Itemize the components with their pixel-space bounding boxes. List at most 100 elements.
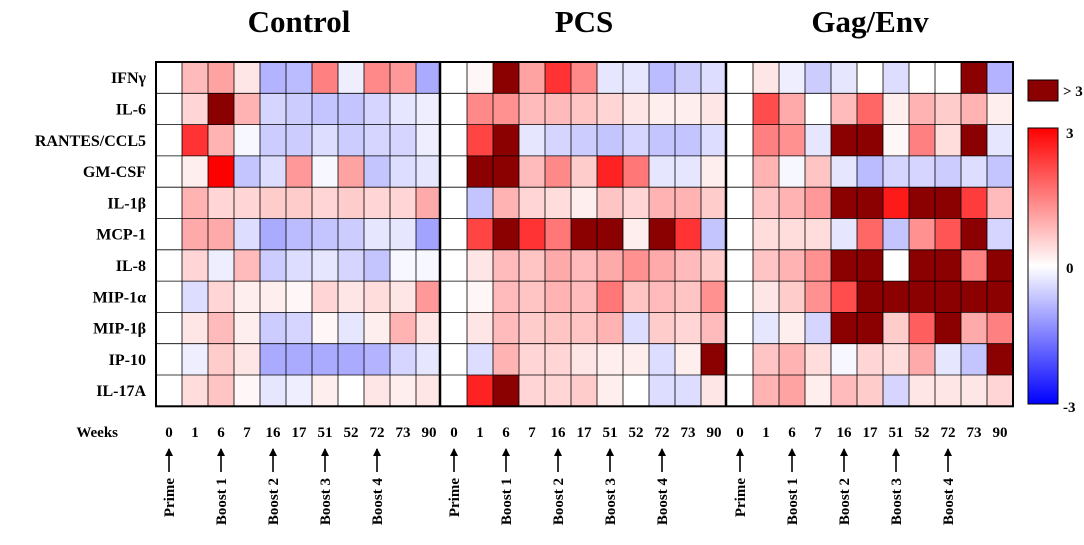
heatmap-cell [597,187,623,219]
heatmap-cell [961,93,987,125]
heatmap-cell [493,249,519,282]
week-tick-label: 6 [217,425,225,441]
heatmap-cell [234,375,260,407]
heatmap-cell [182,249,208,282]
heatmap-cell [390,375,416,407]
heatmap-cell [909,155,935,188]
heatmap-cell [623,343,649,375]
heatmap-cell [312,187,338,219]
heatmap-cell [545,249,571,282]
heatmap-cell [961,249,987,282]
heatmap-cell [234,187,260,219]
heatmap-cell [416,187,442,219]
heatmap-cell [571,187,597,219]
legend-tick-min: -3 [1063,400,1076,416]
heatmap-cell [441,155,467,188]
heatmap-cell [597,62,623,94]
heatmap-cell [753,281,779,313]
heatmap-cell [182,281,208,313]
legend-tick-max: 3 [1066,126,1074,142]
heatmap-cell [286,312,312,344]
heatmap-cell [338,375,364,407]
heatmap-cell [675,343,701,375]
heatmap-cell [961,187,987,219]
heatmap-cell [987,343,1013,375]
heatmap-cell [727,187,753,219]
heatmap-cell [649,312,675,344]
heatmap-cell [909,124,935,156]
row-label: IP-10 [109,352,146,369]
heatmap-cell [338,249,364,282]
heatmap-cell [286,218,312,250]
heatmap-cell [390,124,416,156]
heatmap-cell [857,187,883,219]
heatmap-cell [727,312,753,344]
heatmap-cell [416,249,442,282]
heatmap-cell [156,343,182,375]
week-tick-label: 52 [629,425,644,441]
heatmap-cell [649,62,675,94]
week-tick-label: 0 [450,425,458,441]
week-tick-label: 51 [889,425,904,441]
heatmap-cell [338,343,364,375]
heatmap-cell [779,218,805,250]
heatmap-cell [493,218,519,250]
group-title: PCS [555,4,614,39]
heatmap-cell [545,187,571,219]
heatmap-cell [701,375,727,407]
heatmap-cell [416,93,442,125]
heatmap-cell [675,124,701,156]
heatmap-cell [753,155,779,188]
heatmap-cell [831,281,857,313]
heatmap-cell [779,281,805,313]
heatmap-cell [571,249,597,282]
heatmap-cell [312,281,338,313]
week-tick-label: 17 [577,425,593,441]
heatmap-cell [312,155,338,188]
heatmap-cell [156,249,182,282]
heatmap-cell [519,249,545,282]
heatmap-cell [779,343,805,375]
week-tick-label: 73 [967,425,982,441]
heatmap-cell [208,93,234,125]
heatmap-cell [441,375,467,407]
heatmap-cell [753,375,779,407]
heatmap-cell [208,124,234,156]
heatmap-cell [260,155,286,188]
heatmap-cell [416,343,442,375]
heatmap-cell [364,93,390,125]
heatmap-cell [260,249,286,282]
week-tick-label: 17 [863,425,879,441]
heatmap-cell [416,62,442,94]
heatmap-cell [779,62,805,94]
heatmap-cell [909,218,935,250]
heatmap-cell [623,124,649,156]
heatmap-cell [156,155,182,188]
heatmap-cell [987,281,1013,313]
heatmap-cell [597,281,623,313]
heatmap-cell [441,62,467,94]
heatmap-cell [987,375,1013,407]
heatmap-cell [883,62,909,94]
heatmap-cell [364,281,390,313]
heatmap-cell [571,375,597,407]
legend-tick-mid: 0 [1066,261,1074,277]
heatmap-cell [675,281,701,313]
heatmap-cell [416,124,442,156]
heatmap-cell [467,281,493,313]
heatmap-cell [857,218,883,250]
heatmap-cell [156,375,182,407]
heatmap-cell [467,155,493,188]
heatmap-cell [390,155,416,188]
heatmap-cell [727,218,753,250]
heatmap-cell [338,281,364,313]
heatmap-cell [467,62,493,94]
heatmap-cell [831,155,857,188]
heatmap-cell [675,375,701,407]
heatmap-cell [234,249,260,282]
heatmap-cell [909,62,935,94]
heatmap-cell [779,124,805,156]
heatmap-cell [441,93,467,125]
heatmap-cell [571,312,597,344]
heatmap-cell [519,343,545,375]
